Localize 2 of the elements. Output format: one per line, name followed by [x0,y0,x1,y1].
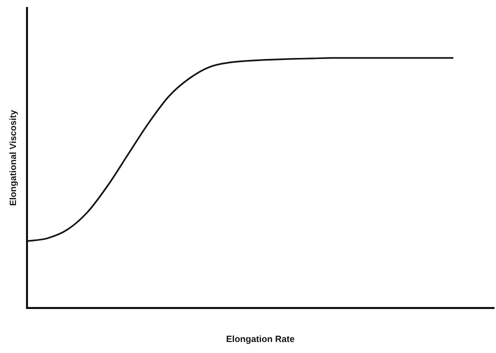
y-axis-title: Elongational Viscosity [8,110,18,206]
x-axis-title: Elongation Rate [226,334,295,344]
